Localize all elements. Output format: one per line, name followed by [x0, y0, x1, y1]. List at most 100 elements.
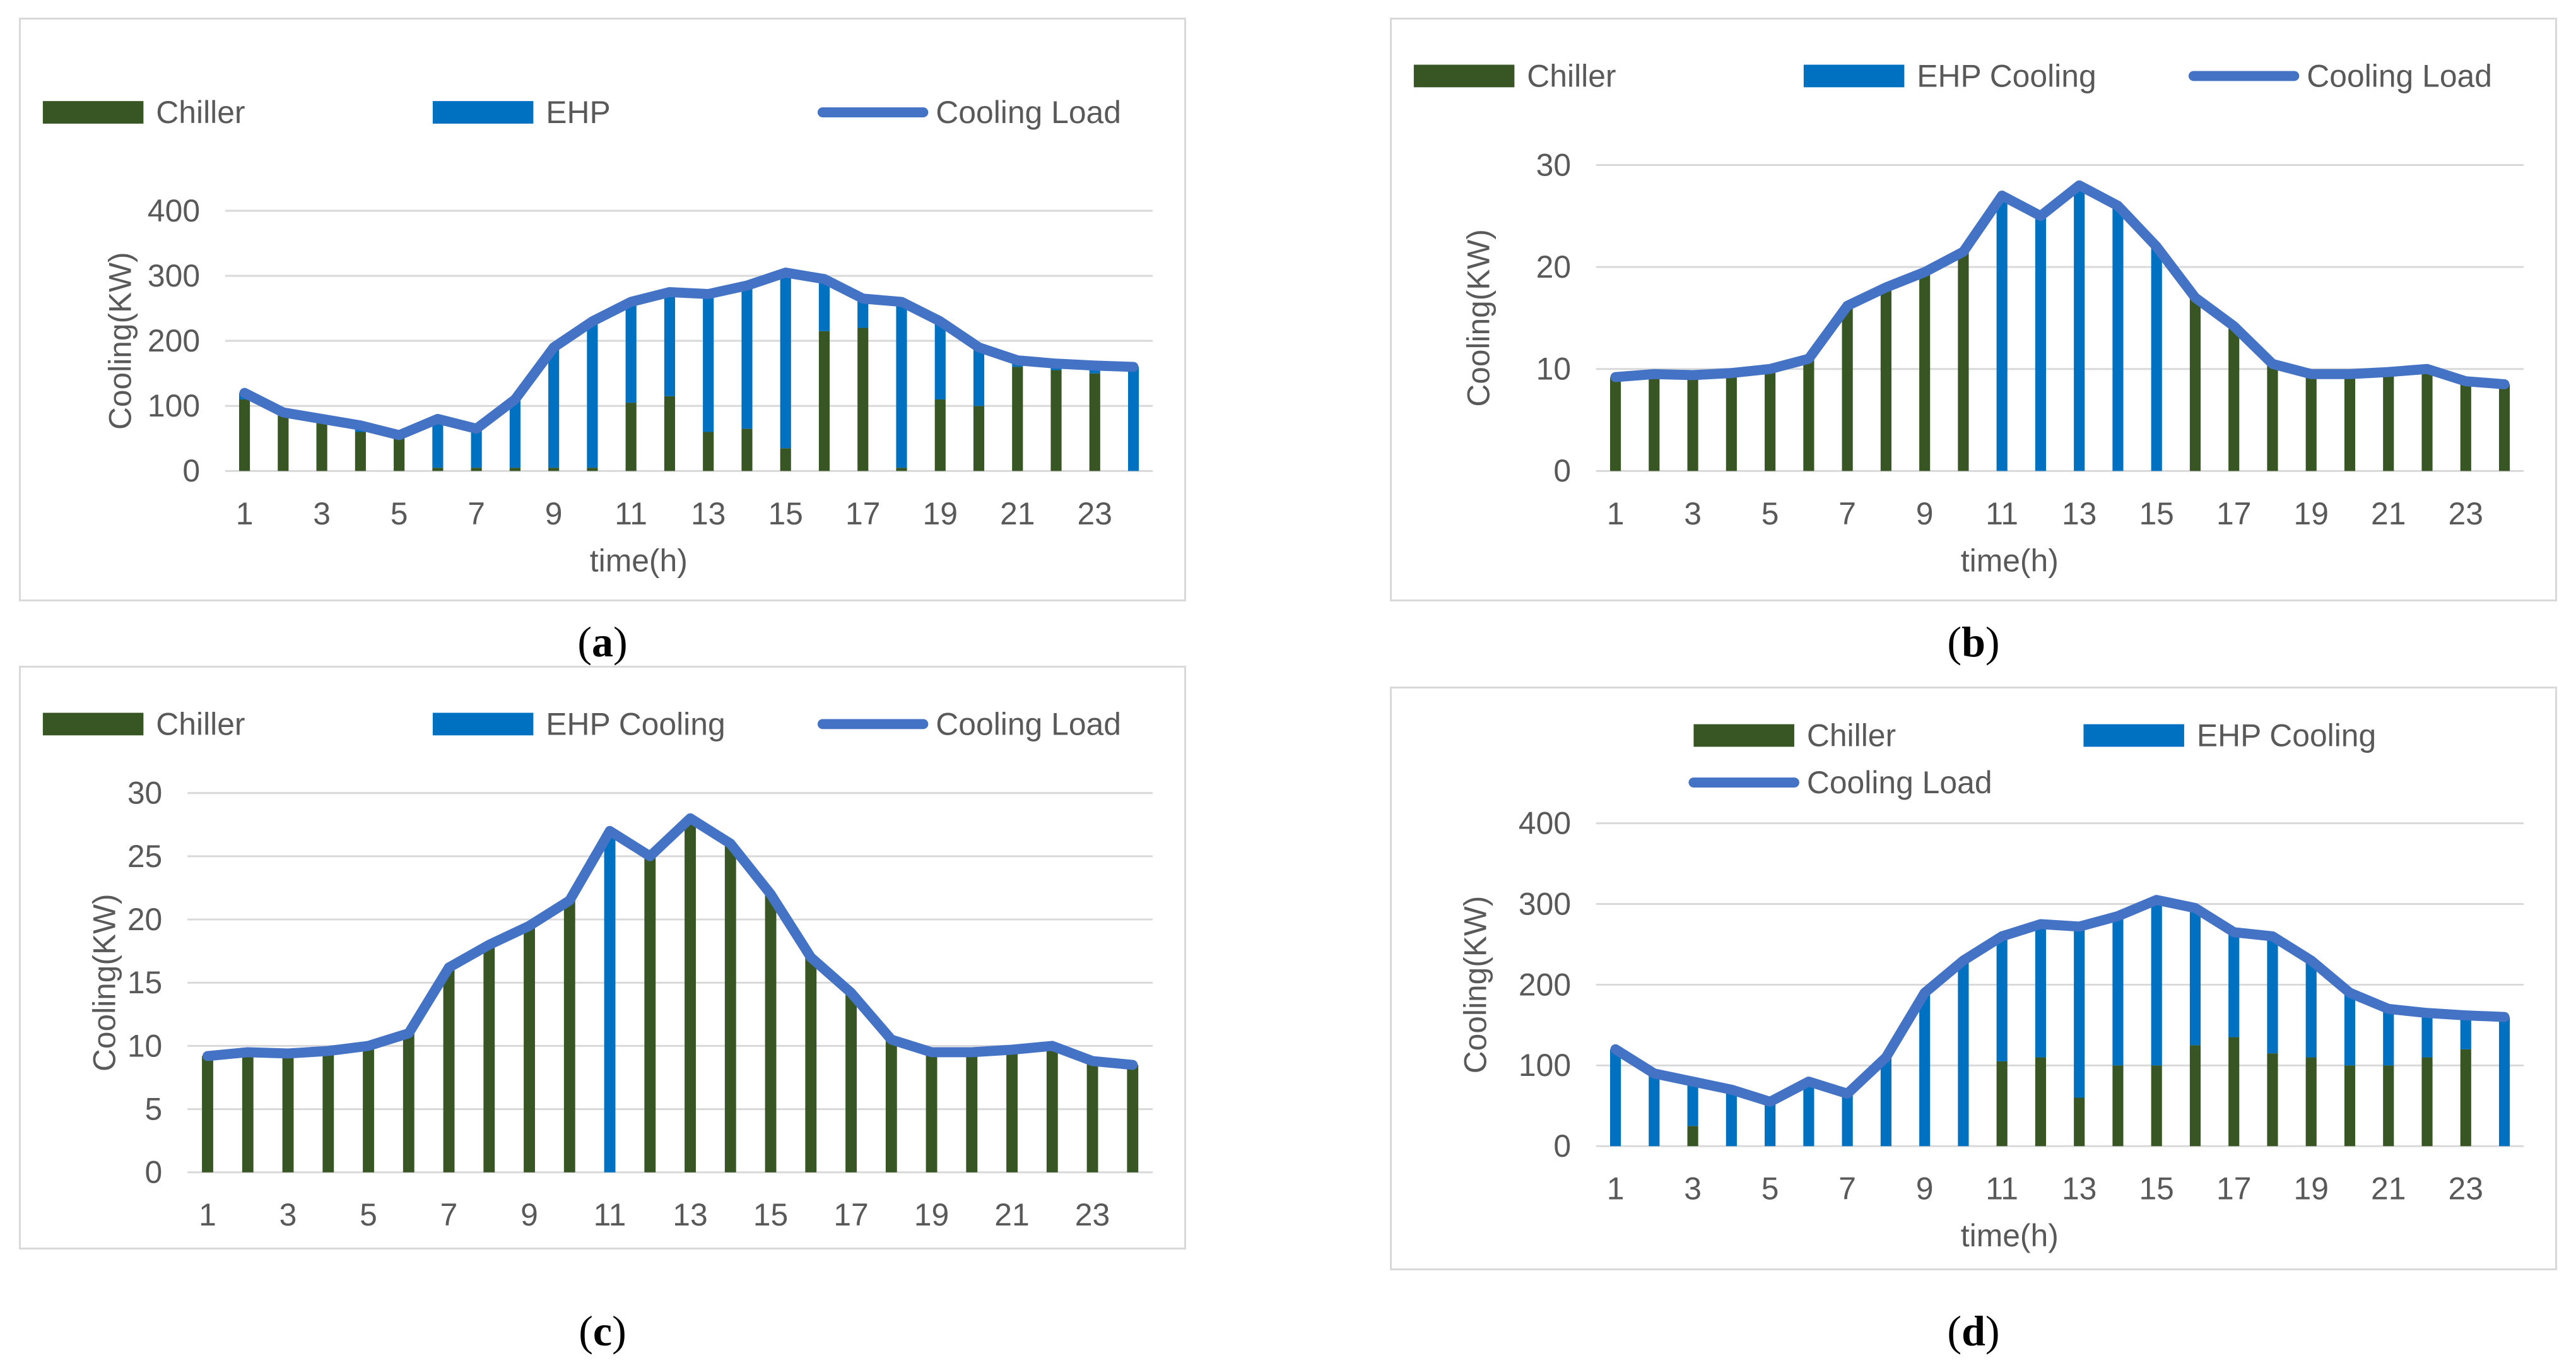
bar-a-chiller-5	[394, 438, 405, 471]
bar-d-ehp-cooling-1	[1609, 1049, 1621, 1147]
y-axis-title-d: Cooling(KW)	[1457, 896, 1493, 1074]
bar-d-ehp-cooling-2	[1649, 1073, 1660, 1147]
bar-c-chiller-18	[885, 1039, 897, 1172]
caption-c: (c)	[579, 1307, 626, 1355]
bar-b-chiller-23	[2460, 381, 2471, 471]
bar-d-ehp-cooling-22	[2421, 1013, 2433, 1058]
chart-c-svg: 0510152025301357911131517192123time(h)Co…	[42, 706, 1153, 1248]
xtick-label-c-1: 1	[199, 1197, 216, 1232]
bar-d-ehp-cooling-20	[2344, 993, 2356, 1066]
bar-b-chiller-17	[2228, 326, 2240, 471]
bar-d-ehp-cooling-23	[2460, 1015, 2471, 1049]
ytick-label-b-2: 20	[1536, 249, 1571, 285]
bar-d-ehp-cooling-8	[1880, 1057, 1891, 1147]
bar-c-chiller-13	[685, 818, 696, 1172]
legend-label-b-0: Chiller	[1527, 58, 1616, 93]
ytick-label-d-2: 200	[1519, 967, 1571, 1002]
bar-c-chiller-7	[443, 967, 455, 1172]
xtick-label-d-19: 19	[2294, 1171, 2329, 1207]
y-axis-title-a: Cooling(KW)	[102, 252, 138, 430]
xtick-label-b-23: 23	[2449, 496, 2483, 531]
xtick-label-a-5: 5	[391, 496, 408, 531]
bar-a-ehp-20	[973, 347, 985, 406]
ytick-label-c-0: 0	[145, 1155, 163, 1190]
caption-c-letter: c	[592, 1307, 613, 1355]
xtick-label-b-21: 21	[2371, 496, 2406, 531]
xtick-label-b-9: 9	[1916, 496, 1934, 531]
bar-a-chiller-12	[664, 396, 676, 471]
ytick-label-c-5: 25	[127, 839, 162, 874]
bar-a-ehp-18	[896, 302, 907, 468]
bar-c-chiller-22	[1046, 1046, 1058, 1172]
line-b-cooling-load	[1610, 180, 2510, 389]
bar-c-chiller-24	[1127, 1065, 1139, 1172]
bar-d-ehp-cooling-10	[1958, 960, 1969, 1147]
caption-d-letter: d	[1961, 1307, 1985, 1355]
bar-b-chiller-6	[1803, 358, 1814, 471]
bar-c-chiller-1	[202, 1056, 213, 1172]
ytick-label-d-1: 100	[1519, 1048, 1571, 1083]
ytick-label-a-3: 300	[148, 258, 200, 293]
bar-a-chiller-8	[509, 468, 520, 471]
bar-c-chiller-15	[765, 894, 777, 1172]
bar-c-chiller-8	[483, 945, 495, 1172]
bar-a-chiller-15	[780, 448, 791, 471]
ytick-label-a-4: 400	[148, 193, 200, 228]
bar-c-chiller-21	[1006, 1049, 1018, 1172]
bar-c-chiller-10	[563, 901, 575, 1172]
bar-d-ehp-cooling-18	[2267, 936, 2278, 1054]
bar-a-chiller-1	[238, 399, 250, 471]
bar-a-chiller-6	[432, 468, 444, 471]
xtick-label-c-21: 21	[994, 1197, 1029, 1232]
bar-b-chiller-3	[1687, 375, 1698, 471]
legend-swatch-b-1	[1803, 64, 1905, 88]
ytick-label-b-3: 30	[1536, 147, 1571, 182]
bar-d-chiller-18	[2267, 1053, 2278, 1147]
bar-d-chiller-12	[2035, 1057, 2047, 1147]
bar-d-ehp-cooling-11	[1996, 936, 2008, 1061]
bar-c-chiller-2	[242, 1052, 254, 1172]
xtick-label-c-11: 11	[594, 1197, 626, 1232]
xtick-label-a-11: 11	[615, 496, 647, 531]
bar-a-chiller-11	[625, 403, 637, 471]
bar-d-chiller-22	[2421, 1057, 2433, 1147]
bar-c-chiller-14	[724, 843, 736, 1172]
xtick-label-d-9: 9	[1916, 1171, 1934, 1207]
ytick-label-a-1: 100	[148, 388, 200, 423]
bar-a-chiller-13	[703, 432, 714, 471]
xtick-label-a-17: 17	[845, 496, 880, 531]
bar-a-chiller-10	[587, 468, 598, 471]
ytick-label-d-0: 0	[1553, 1128, 1571, 1164]
bar-c-chiller-9	[524, 926, 535, 1172]
bar-b-ehp-cooling-11	[1996, 195, 2008, 471]
caption-b-letter: b	[1961, 618, 1985, 666]
xtick-label-b-7: 7	[1838, 496, 1856, 531]
ytick-label-c-4: 20	[127, 902, 162, 937]
ytick-label-a-0: 0	[182, 453, 200, 488]
bar-d-ehp-cooling-4	[1726, 1089, 1737, 1147]
bar-a-ehp-8	[509, 399, 520, 468]
bar-d-ehp-cooling-7	[1842, 1094, 1853, 1147]
caption-a: (a)	[577, 618, 628, 666]
legend-swatch-d-0	[1693, 724, 1794, 747]
bar-b-chiller-21	[2383, 372, 2394, 471]
bar-a-ehp-15	[780, 272, 791, 449]
bar-a-ehp-11	[625, 305, 637, 403]
bar-d-ehp-cooling-5	[1765, 1101, 1776, 1147]
xtick-label-a-19: 19	[923, 496, 958, 531]
xtick-label-a-15: 15	[768, 496, 803, 531]
bar-d-ehp-cooling-21	[2383, 1008, 2394, 1066]
ytick-label-d-4: 400	[1519, 806, 1571, 841]
bar-b-chiller-18	[2267, 363, 2278, 471]
legend-label-c-0: Chiller	[156, 706, 245, 741]
legend-label-d-0: Chiller	[1807, 717, 1896, 753]
caption-b: (b)	[1947, 618, 2000, 666]
xtick-label-a-23: 23	[1078, 496, 1112, 531]
bar-a-chiller-20	[973, 406, 985, 471]
xtick-label-d-15: 15	[2139, 1171, 2173, 1207]
xtick-label-b-17: 17	[2216, 496, 2251, 531]
bar-a-chiller-7	[471, 468, 482, 471]
xtick-label-d-3: 3	[1684, 1171, 1702, 1207]
